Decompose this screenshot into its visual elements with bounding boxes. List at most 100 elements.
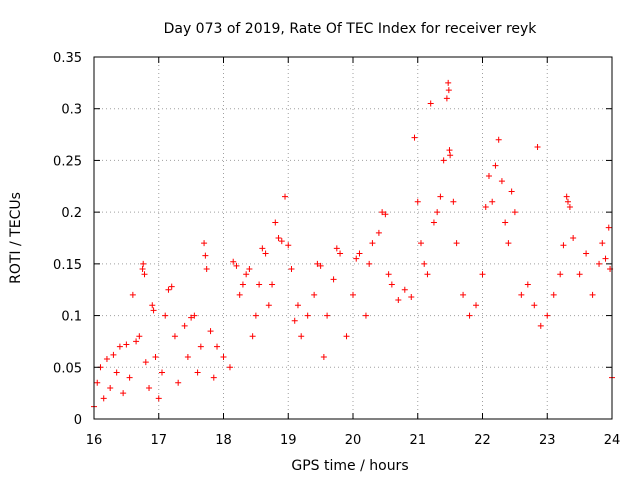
data-point	[447, 152, 454, 159]
data-point	[311, 291, 318, 298]
data-point	[537, 322, 544, 329]
data-point	[107, 384, 114, 391]
data-point	[110, 351, 117, 358]
data-point	[152, 353, 159, 360]
data-point	[495, 136, 502, 143]
data-point	[165, 286, 172, 293]
data-point	[385, 271, 392, 278]
data-point	[424, 271, 431, 278]
data-point	[103, 356, 110, 363]
data-point	[602, 255, 609, 262]
data-point	[239, 281, 246, 288]
x-tick-label: 20	[345, 433, 362, 448]
data-point	[314, 260, 321, 267]
data-point	[262, 250, 269, 257]
data-point	[202, 252, 209, 259]
y-axis-tick-labels: 0 0.05 0.1 0.15 0.2 0.25 0.3 0.35	[53, 51, 82, 428]
data-point	[168, 283, 175, 290]
axis-ticks	[93, 56, 613, 420]
data-point	[599, 240, 606, 247]
data-point	[184, 353, 191, 360]
data-point	[139, 266, 146, 273]
data-point	[129, 291, 136, 298]
data-point	[485, 172, 492, 179]
data-point	[524, 281, 531, 288]
data-point	[369, 240, 376, 247]
data-point	[278, 238, 285, 245]
data-point	[149, 302, 156, 309]
data-point	[123, 341, 130, 348]
data-point	[226, 364, 233, 371]
data-point	[330, 276, 337, 283]
data-point	[201, 240, 208, 247]
data-point	[243, 271, 250, 278]
data-point	[126, 374, 133, 381]
x-tick-label: 19	[280, 433, 297, 448]
data-point	[576, 271, 583, 278]
data-point	[482, 203, 489, 210]
data-point	[291, 317, 298, 324]
data-point	[188, 314, 195, 321]
data-point	[401, 286, 408, 293]
x-tick-label: 22	[474, 433, 491, 448]
y-tick-label: 0.05	[53, 361, 82, 376]
data-point	[304, 312, 311, 319]
data-point	[210, 374, 217, 381]
data-point	[155, 395, 162, 402]
data-point	[417, 240, 424, 247]
data-point	[100, 395, 107, 402]
data-point	[158, 369, 165, 376]
data-point	[230, 258, 237, 265]
data-point	[489, 198, 496, 205]
data-point	[570, 235, 577, 241]
data-point	[94, 379, 101, 386]
x-tick-label: 16	[86, 433, 103, 448]
data-point	[505, 240, 512, 247]
data-point	[534, 143, 541, 150]
data-point	[214, 343, 221, 350]
data-point	[252, 312, 259, 319]
data-point	[233, 262, 240, 269]
x-tick-label: 18	[215, 433, 232, 448]
data-points	[91, 79, 615, 410]
data-point	[146, 384, 153, 391]
data-point	[175, 379, 182, 386]
y-tick-label: 0.25	[53, 154, 82, 169]
data-point	[596, 260, 603, 267]
data-point	[508, 188, 515, 195]
data-point	[256, 281, 263, 288]
data-point	[317, 262, 324, 269]
data-point	[544, 312, 551, 319]
y-tick-label: 0.2	[61, 206, 82, 221]
data-point	[191, 312, 198, 319]
data-point	[171, 333, 178, 340]
data-point	[142, 359, 149, 366]
data-point	[275, 235, 282, 241]
data-point	[498, 178, 505, 185]
data-point	[446, 147, 453, 154]
data-point	[375, 229, 382, 236]
data-point	[282, 193, 289, 200]
data-point	[350, 291, 356, 298]
data-point	[479, 271, 486, 278]
data-point	[116, 343, 123, 350]
data-point	[583, 250, 590, 257]
data-point	[445, 87, 452, 94]
data-point	[430, 219, 437, 226]
data-point	[298, 333, 305, 340]
data-point	[288, 266, 295, 273]
data-point	[445, 79, 452, 86]
x-axis-label: GPS time / hours	[291, 458, 408, 474]
data-point	[113, 369, 120, 376]
y-tick-label: 0.3	[61, 103, 82, 118]
data-point	[466, 312, 473, 319]
data-point	[564, 198, 571, 205]
data-point	[136, 333, 143, 340]
data-point	[181, 322, 188, 329]
data-point	[320, 353, 327, 360]
x-tick-label: 17	[150, 433, 167, 448]
data-point	[353, 255, 360, 262]
data-point	[605, 224, 612, 231]
data-point	[589, 291, 596, 298]
data-point	[492, 162, 499, 169]
